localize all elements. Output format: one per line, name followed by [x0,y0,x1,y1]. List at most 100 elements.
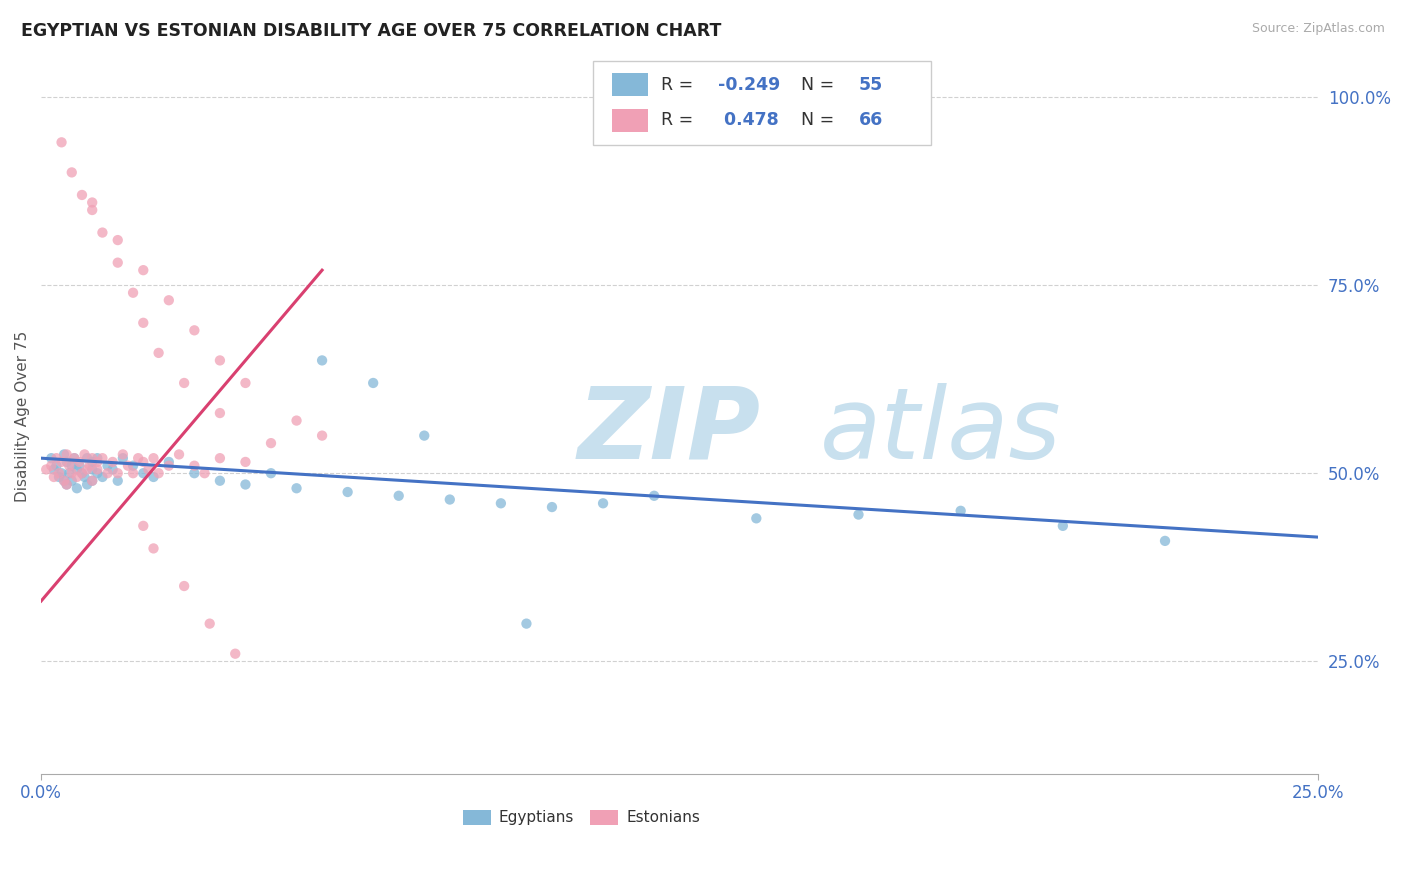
Point [41,451,63,466]
Point [41,458,63,473]
Point [111,447,134,461]
Point [86,451,108,466]
Point [82,474,104,488]
Point [86,467,108,481]
Point [142,451,165,466]
Point [208,474,231,488]
Point [336,485,359,500]
Point [45,458,67,473]
Point [745,511,768,525]
Point [107,474,129,488]
Point [86,462,108,476]
Point [142,470,165,484]
Point [55,447,77,461]
Point [48,470,70,484]
Point [132,467,155,481]
Point [194,467,217,481]
Point [101,462,124,476]
Point [73,447,96,461]
Point [51,467,73,481]
FancyBboxPatch shape [593,61,931,145]
Point [224,647,246,661]
Point [148,346,170,360]
Point [260,436,283,450]
Y-axis label: Disability Age Over 75: Disability Age Over 75 [15,331,30,502]
Point [122,285,145,300]
Point [101,455,124,469]
Point [107,467,129,481]
Point [70,467,93,481]
Point [55,455,77,469]
Point [173,376,195,390]
Point [285,413,308,427]
Point [58,467,80,481]
Point [82,451,104,466]
Text: 0.478: 0.478 [718,112,779,129]
Point [592,496,614,510]
Point [167,447,190,461]
Point [127,451,149,466]
Point [311,353,333,368]
Point [53,447,76,461]
Text: 66: 66 [859,112,883,129]
Point [235,477,257,491]
Point [388,489,411,503]
Point [48,467,70,481]
Point [82,195,104,210]
Point [45,451,67,466]
Point [70,467,93,481]
Point [122,458,145,473]
Point [70,188,93,202]
Point [67,458,90,473]
FancyBboxPatch shape [463,810,491,825]
Text: Egyptians: Egyptians [498,810,574,825]
Point [1154,533,1177,548]
Point [489,496,512,510]
Point [132,263,155,277]
Point [208,406,231,420]
Point [148,467,170,481]
FancyBboxPatch shape [612,109,648,132]
Point [183,323,205,337]
Point [515,616,537,631]
FancyBboxPatch shape [591,810,619,825]
Text: Source: ZipAtlas.com: Source: ZipAtlas.com [1251,22,1385,36]
Point [86,455,108,469]
Point [73,470,96,484]
Point [235,376,257,390]
Point [55,477,77,491]
Point [67,455,90,469]
Text: -0.249: -0.249 [718,76,780,94]
Text: 55: 55 [859,76,883,94]
Point [91,226,114,240]
Point [60,467,83,481]
Point [76,462,98,476]
Point [173,579,195,593]
Point [66,470,89,484]
Point [311,428,333,442]
Point [107,255,129,269]
Text: Estonians: Estonians [626,810,700,825]
Point [82,202,104,217]
Point [82,455,104,469]
Point [157,455,180,469]
Point [183,458,205,473]
Point [198,616,221,631]
Point [55,477,77,491]
Point [157,293,180,308]
Text: EGYPTIAN VS ESTONIAN DISABILITY AGE OVER 75 CORRELATION CHART: EGYPTIAN VS ESTONIAN DISABILITY AGE OVER… [21,22,721,40]
Point [76,477,98,491]
Point [96,458,118,473]
Point [60,458,83,473]
Point [117,458,139,473]
Point [42,470,65,484]
Point [35,462,58,476]
Point [66,462,89,476]
Point [142,541,165,556]
Point [51,136,73,150]
Text: R =: R = [661,76,699,94]
Point [208,353,231,368]
Point [76,451,98,466]
Point [53,474,76,488]
Point [643,489,665,503]
